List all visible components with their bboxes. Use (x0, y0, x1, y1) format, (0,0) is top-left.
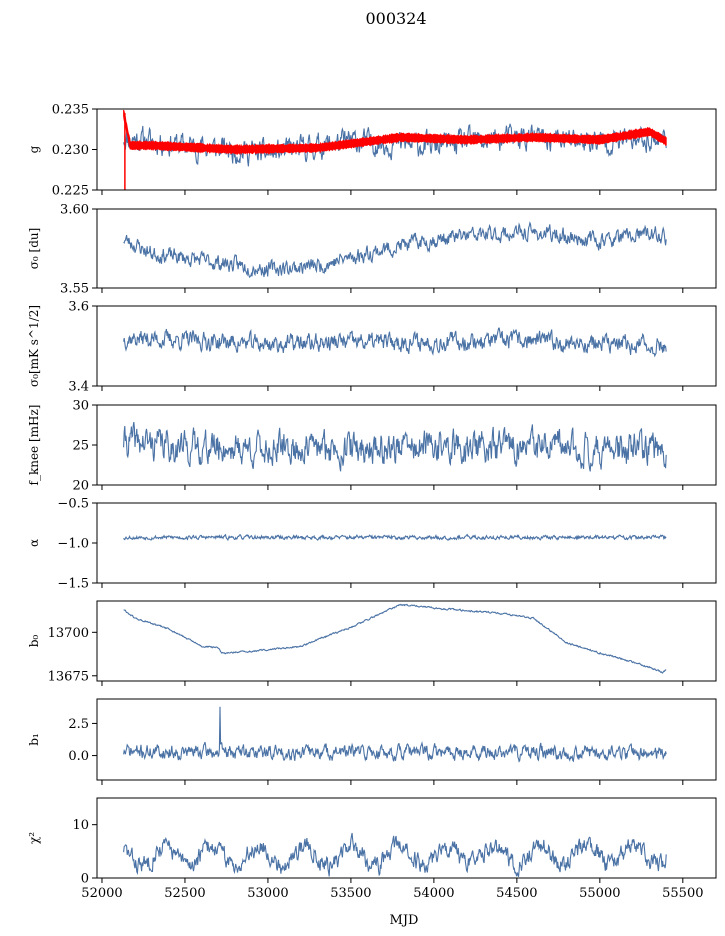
y-axis-label-chi2: χ² (27, 832, 41, 844)
y-tick-label: 3.4 (68, 380, 89, 395)
x-axis-label: MJD (390, 913, 419, 928)
y-tick-label: 30 (72, 399, 89, 414)
panel-g: 0.225 0.230 0.235 g (27, 103, 717, 199)
panel-chi2: 0 10 52000 52500 53000 53500 54000 54500 55000 55… (27, 797, 717, 901)
y-tick-label: 3.6 (68, 300, 89, 315)
x-tick-label: 55000 (579, 886, 620, 901)
panel-b0: 13675 13700 b₀ (27, 600, 717, 686)
panel-alpha: −1.5 −1.0 −0.5 α (27, 497, 717, 592)
y-tick-label: −0.5 (57, 497, 89, 512)
y-axis-label-g: g (27, 145, 41, 153)
y-tick-label: 25 (72, 439, 89, 454)
series-line-fknee (123, 422, 667, 472)
panel-frame-sigma0_mk (96, 305, 717, 387)
y-tick-label: 20 (72, 479, 89, 494)
y-tick-label: 2.5 (68, 717, 89, 732)
figure-title: 000324 (365, 9, 426, 28)
panel-frame-sigma0_du (96, 208, 717, 289)
panel-frame-alpha (96, 502, 717, 584)
series-line-sigma0_du (123, 221, 667, 279)
series-line-b1 (123, 706, 667, 763)
panel-frame-b0 (96, 600, 717, 682)
x-tick-label: 54500 (496, 886, 537, 901)
y-tick-label: 3.60 (60, 203, 89, 218)
y-tick-label: 0 (81, 872, 89, 887)
y-tick-label: 0.225 (52, 184, 89, 199)
x-tick-label: 53500 (330, 886, 371, 901)
x-tick-label: 55500 (662, 886, 703, 901)
x-tick-label: 52000 (81, 886, 122, 901)
y-axis-label-sigma0_mk: σ₀[mK s^1/2] (27, 305, 41, 387)
y-tick-label: 0.0 (68, 749, 89, 764)
y-axis-label-alpha: α (27, 539, 41, 547)
y-tick-label: 3.55 (60, 282, 89, 297)
x-tick-label: 52500 (164, 886, 205, 901)
panel-frame-b1 (96, 698, 717, 781)
series-line-sigma0_mk (123, 327, 667, 358)
y-tick-label: −1.5 (57, 577, 89, 592)
x-tick-label: 54000 (413, 886, 454, 901)
panels-group: 0.225 0.230 0.235 g 3.55 3.60 σ₀ [du] 3.4 3.6 σ₀[… (27, 103, 717, 901)
panel-frame-fknee (96, 404, 717, 486)
fit-band-g (123, 109, 667, 156)
y-axis-label-b1: b₁ (27, 733, 41, 746)
series-line-alpha (123, 533, 667, 542)
panel-b1: 0.0 2.5 b₁ (27, 698, 717, 785)
x-tick-label: 53000 (247, 886, 288, 901)
series-line-chi2 (123, 832, 667, 877)
y-tick-label: 0.235 (52, 103, 89, 118)
y-tick-label: 10 (72, 818, 89, 833)
y-axis-label-sigma0_du: σ₀ [du] (27, 228, 41, 270)
panel-frame-chi2 (96, 797, 717, 879)
y-tick-label: 13700 (48, 626, 89, 641)
panel-sigma0_mk: 3.4 3.6 σ₀[mK s^1/2] (27, 300, 717, 395)
series-line-b0 (123, 603, 667, 674)
y-tick-label: −1.0 (57, 537, 89, 552)
y-axis-label-fknee: f_knee [mHz] (27, 405, 41, 486)
panel-sigma0_du: 3.55 3.60 σ₀ [du] (27, 203, 717, 297)
panel-fknee: 20 25 30 f_knee [mHz] (27, 399, 717, 494)
y-axis-label-b0: b₀ (27, 635, 41, 648)
y-tick-label: 0.230 (52, 143, 89, 158)
y-tick-label: 13675 (48, 669, 89, 684)
